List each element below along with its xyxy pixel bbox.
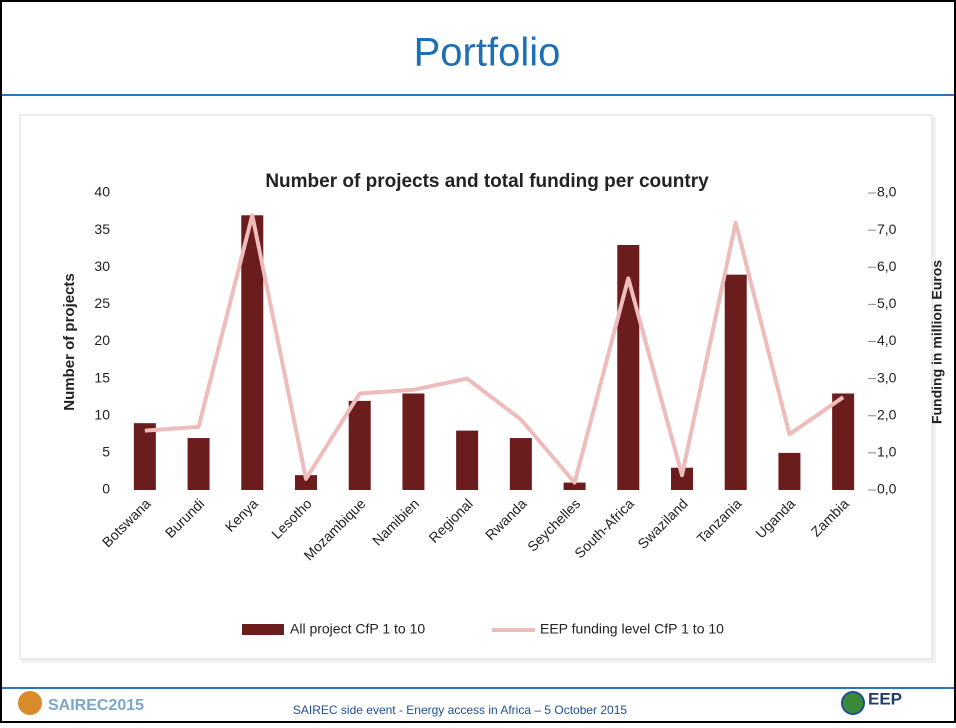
eep-logo: EEP: [868, 689, 902, 708]
bar: [241, 215, 264, 490]
bar: [133, 423, 156, 490]
y2-tick-label: 6,0: [877, 258, 897, 274]
legend-label: All project CfP 1 to 10: [290, 621, 425, 637]
legend-swatch: [242, 624, 284, 635]
y-tick-label: 15: [94, 369, 110, 385]
eep-logo-icon: [841, 691, 865, 715]
y-tick-label: 10: [94, 406, 110, 422]
y2-tick-label: 0,0: [877, 481, 897, 497]
y-axis-title: Number of projects: [61, 273, 78, 411]
sairec-logo: SAIREC2015: [48, 697, 144, 714]
slide-title: Portfolio: [414, 31, 561, 75]
y-tick-label: 30: [94, 258, 110, 274]
y-tick-label: 20: [94, 332, 110, 348]
bar: [187, 438, 210, 490]
bar: [509, 438, 532, 490]
bar: [563, 482, 586, 490]
bar: [724, 274, 747, 490]
legend-label: EEP funding level CfP 1 to 10: [540, 621, 724, 637]
bar: [402, 393, 425, 490]
bar: [832, 393, 855, 490]
bar: [348, 400, 371, 490]
y2-tick-label: 3,0: [877, 369, 897, 385]
y2-axis-title: Funding in million Euros: [929, 260, 945, 424]
footer-text: SAIREC side event - Energy access in Afr…: [293, 703, 627, 717]
y-tick-label: 25: [94, 295, 110, 311]
y2-tick-label: 4,0: [877, 332, 897, 348]
bar: [671, 467, 693, 490]
bar: [456, 430, 479, 490]
y2-tick-label: 7,0: [877, 221, 897, 237]
y2-tick-label: 1,0: [877, 444, 897, 460]
y2-tick-label: 2,0: [877, 406, 897, 422]
y-tick-label: 0: [102, 481, 110, 497]
y2-tick-label: 8,0: [877, 184, 897, 200]
sairec-logo-icon: [18, 691, 42, 715]
line: [144, 213, 845, 485]
bar: [778, 452, 801, 490]
y-tick-label: 40: [94, 184, 110, 200]
y-tick-label: 5: [102, 444, 110, 460]
y2-tick-label: 5,0: [877, 295, 897, 311]
chart-title: Number of projects and total funding per…: [265, 171, 709, 192]
y-tick-label: 35: [94, 221, 110, 237]
bar: [295, 475, 317, 490]
